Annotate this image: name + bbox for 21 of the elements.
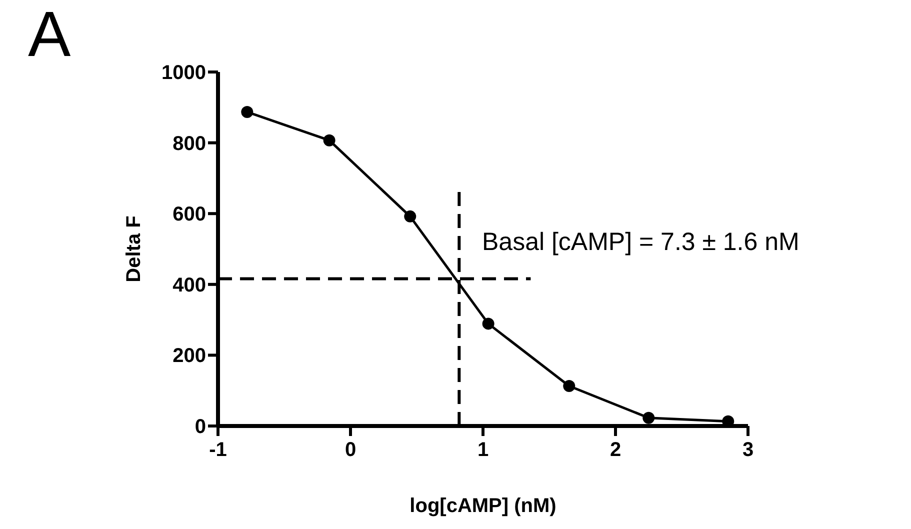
- text: A: [28, 0, 71, 70]
- y-axis-title: Delta F: [123, 216, 145, 282]
- point: [563, 380, 576, 392]
- x-tick-label: 2: [610, 439, 622, 461]
- point: [323, 134, 336, 146]
- x-axis-title: log[cAMP] (nM): [410, 495, 556, 517]
- point: [642, 412, 655, 424]
- x-tick-label: -1: [209, 439, 227, 461]
- y-tick-label: 800: [172, 132, 206, 155]
- y-tick-label: 600: [172, 204, 206, 226]
- annotation: Basal [cAMP] = 7.3 ± 1.6 nM: [482, 228, 800, 256]
- y-tick-label: 400: [172, 274, 206, 296]
- y-tick-label: 0: [194, 416, 206, 438]
- point: [482, 318, 494, 330]
- y-tick-label: 200: [172, 345, 206, 368]
- x-tick-label: 3: [742, 439, 754, 461]
- x-tick-label: 1: [477, 439, 489, 461]
- y-tick-label: 1000: [162, 62, 206, 84]
- point: [404, 210, 416, 222]
- point: [241, 106, 254, 118]
- x-tick-label: 0: [344, 439, 356, 461]
